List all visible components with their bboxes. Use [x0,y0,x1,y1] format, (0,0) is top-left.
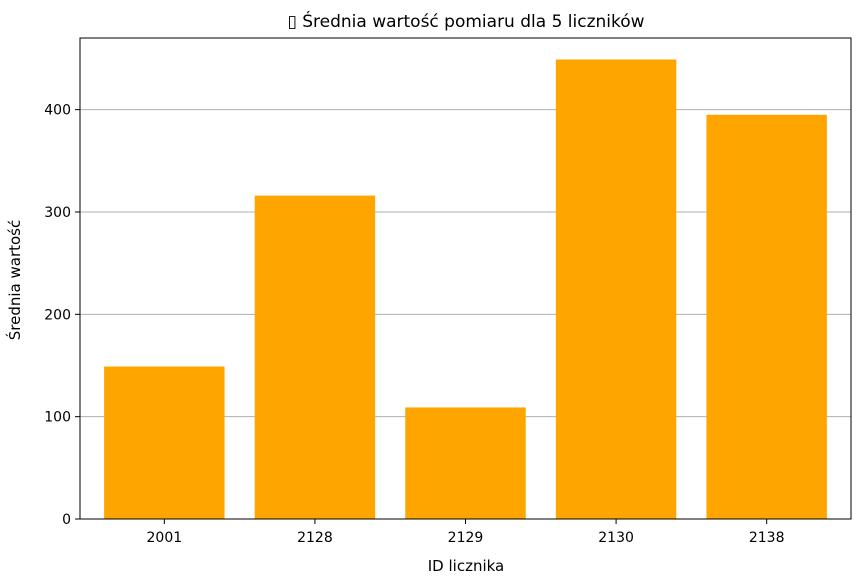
x-tick-label: 2130 [598,530,634,546]
bar-2138 [706,114,827,520]
bars [104,59,827,520]
bar-2130 [555,59,677,520]
y-tick-label: 0 [62,512,71,528]
bar-2129 [405,407,526,519]
chart-title: ▯ Średnia wartość pomiaru dla 5 licznikó… [287,10,644,32]
x-tick-label: 2128 [297,530,333,546]
x-axis-label: ID licznika [428,557,505,575]
bar-2001 [104,366,225,519]
y-tick-label: 100 [44,410,71,426]
x-tick-label: 2129 [448,530,484,546]
y-tick-label: 300 [44,205,71,221]
y-tick-label: 400 [44,103,71,119]
y-tick-label: 200 [44,307,71,323]
bar-2128 [254,195,376,519]
x-axis-ticks: 2001 2128 2129 2130 2138 [147,519,785,546]
x-tick-label: 2138 [749,530,785,546]
y-axis-ticks: 0 100 200 300 400 [44,103,80,528]
x-tick-label: 2001 [147,530,183,546]
y-axis-label: Średnia wartość [5,220,24,341]
